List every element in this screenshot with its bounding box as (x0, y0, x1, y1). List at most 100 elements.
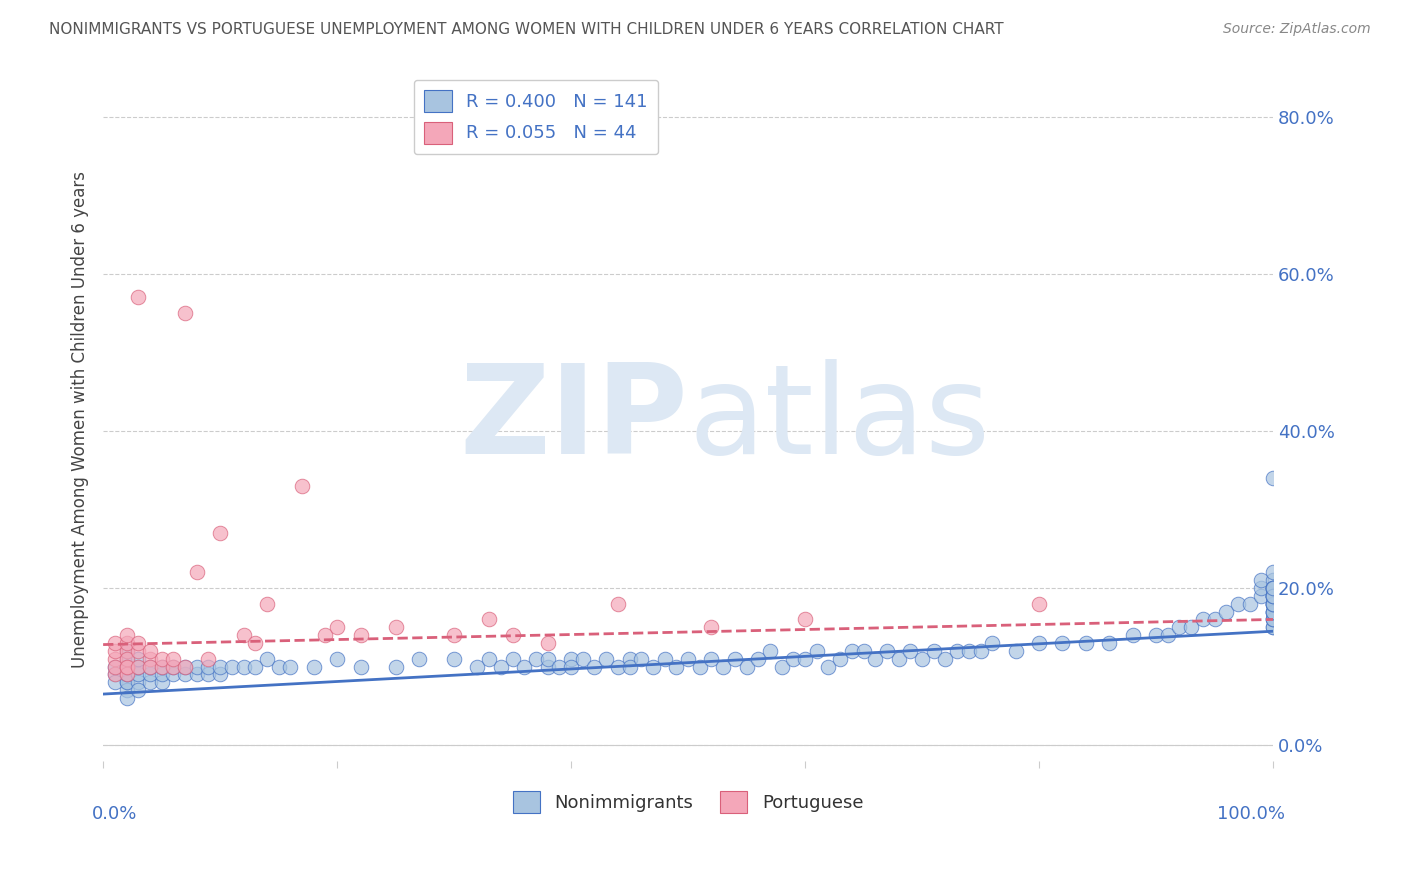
Point (115, 675, 138, 690)
Point (1261, 589, 1284, 603)
Point (1261, 471, 1284, 485)
Point (209, 526, 232, 541)
Point (1261, 597, 1284, 611)
Point (139, 675, 162, 690)
Point (641, 659, 664, 673)
Point (150, 659, 173, 673)
Point (1144, 628, 1167, 642)
Point (127, 651, 149, 665)
Point (489, 659, 512, 673)
Point (502, 628, 524, 642)
Point (115, 659, 138, 673)
Point (537, 636, 560, 650)
Point (115, 667, 138, 681)
Point (104, 659, 127, 673)
Point (560, 659, 582, 673)
Point (887, 651, 910, 665)
Point (513, 659, 536, 673)
Point (1261, 597, 1284, 611)
Point (221, 659, 243, 673)
Point (1261, 605, 1284, 619)
Point (1004, 644, 1026, 658)
Point (1261, 589, 1284, 603)
Point (115, 651, 138, 665)
Point (700, 651, 723, 665)
Point (747, 651, 769, 665)
Point (314, 628, 336, 642)
Point (197, 659, 219, 673)
Point (174, 667, 197, 681)
Point (162, 659, 184, 673)
Point (922, 644, 945, 658)
Point (1261, 589, 1284, 603)
Point (256, 651, 278, 665)
Point (1250, 589, 1272, 603)
Point (115, 667, 138, 681)
Point (665, 659, 688, 673)
Point (782, 651, 804, 665)
Point (1250, 581, 1272, 595)
Point (852, 644, 875, 658)
Point (1261, 581, 1284, 595)
Point (115, 659, 138, 673)
Point (619, 659, 641, 673)
Point (1261, 581, 1284, 595)
Point (1122, 628, 1144, 642)
Point (115, 636, 138, 650)
Text: ZIP: ZIP (460, 359, 688, 480)
Point (162, 667, 184, 681)
Point (502, 651, 524, 665)
Point (1261, 620, 1284, 634)
Point (104, 651, 127, 665)
Point (898, 644, 921, 658)
Point (209, 667, 232, 681)
Point (467, 659, 489, 673)
Point (139, 644, 162, 658)
Point (127, 675, 149, 690)
Point (1261, 612, 1284, 626)
Point (115, 675, 138, 690)
Point (619, 651, 641, 665)
Point (186, 566, 208, 580)
Point (794, 651, 817, 665)
Point (1261, 605, 1284, 619)
Point (150, 651, 173, 665)
Point (1191, 612, 1213, 626)
Point (326, 620, 349, 634)
Point (676, 651, 699, 665)
Point (302, 659, 325, 673)
Text: Source: ZipAtlas.com: Source: ZipAtlas.com (1223, 22, 1371, 37)
Point (278, 659, 301, 673)
Point (876, 644, 898, 658)
Point (1226, 597, 1249, 611)
Point (104, 636, 127, 650)
Text: atlas: atlas (688, 359, 990, 480)
Point (548, 659, 571, 673)
Point (1261, 605, 1284, 619)
Point (291, 479, 314, 493)
Point (139, 667, 162, 681)
Point (232, 628, 254, 642)
Point (689, 659, 711, 673)
Point (408, 651, 430, 665)
Point (127, 290, 149, 304)
Point (174, 659, 197, 673)
Point (1168, 620, 1191, 634)
Point (841, 644, 863, 658)
Point (256, 597, 278, 611)
Point (1261, 597, 1284, 611)
Point (606, 659, 628, 673)
Y-axis label: Unemployment Among Women with Children Under 6 years: Unemployment Among Women with Children U… (72, 170, 89, 667)
Point (606, 597, 628, 611)
Point (1261, 573, 1284, 587)
Point (1261, 566, 1284, 580)
Point (711, 659, 734, 673)
Point (115, 644, 138, 658)
Point (349, 628, 371, 642)
Point (104, 659, 127, 673)
Point (139, 651, 162, 665)
Point (946, 644, 969, 658)
Point (115, 691, 138, 706)
Point (735, 659, 758, 673)
Point (794, 612, 817, 626)
